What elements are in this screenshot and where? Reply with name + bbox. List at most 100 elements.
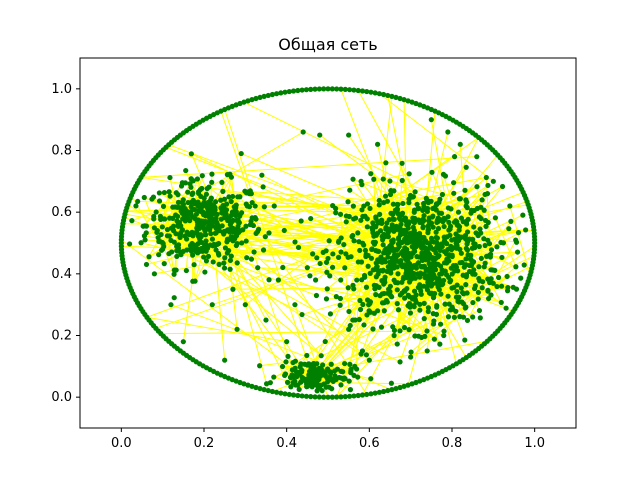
network-node	[357, 247, 363, 254]
x-tick-label: 0.8	[442, 436, 463, 451]
network-node	[483, 223, 489, 229]
network-node	[151, 213, 157, 220]
network-node	[499, 254, 505, 261]
network-node	[394, 301, 400, 307]
network-node	[174, 243, 180, 249]
network-node	[298, 379, 304, 385]
network-node	[446, 219, 452, 226]
network-node	[157, 213, 164, 219]
network-node	[403, 257, 409, 263]
network-node	[384, 290, 391, 296]
network-node	[408, 354, 414, 360]
network-node	[429, 277, 435, 283]
network-node	[230, 286, 236, 292]
network-node	[379, 300, 386, 306]
network-node	[180, 248, 186, 254]
network-node	[375, 141, 381, 147]
network-node	[239, 240, 245, 246]
network-edge	[229, 269, 238, 330]
network-node	[274, 91, 280, 97]
network-node	[283, 359, 289, 365]
network-node	[433, 250, 439, 256]
network-node	[373, 274, 379, 280]
network-node	[394, 287, 400, 293]
network-node	[449, 285, 455, 291]
network-edge	[316, 267, 417, 376]
network-node	[338, 86, 344, 92]
network-node	[425, 308, 431, 315]
network-node	[288, 384, 294, 390]
network-node	[425, 279, 431, 286]
network-node	[411, 220, 418, 226]
network-node	[316, 86, 322, 92]
network-node	[405, 240, 411, 246]
network-node	[413, 231, 419, 237]
network-node	[463, 203, 469, 209]
network-node	[202, 218, 208, 224]
network-node	[461, 264, 467, 270]
network-node	[327, 311, 334, 317]
network-node	[453, 262, 459, 269]
network-node	[380, 91, 387, 98]
network-node	[318, 353, 324, 359]
network-node	[472, 283, 478, 289]
network-node	[308, 370, 315, 376]
network-edge	[366, 226, 378, 252]
network-node	[210, 243, 216, 249]
network-node	[398, 257, 404, 264]
network-node	[462, 187, 468, 193]
network-edge	[426, 296, 435, 351]
network-node	[445, 214, 451, 220]
network-node	[474, 205, 480, 212]
network-node	[418, 288, 424, 294]
network-node	[326, 238, 332, 244]
network-node	[395, 201, 401, 208]
network-node	[470, 259, 476, 265]
network-node	[286, 88, 292, 95]
network-node	[382, 193, 389, 199]
network-node	[282, 89, 288, 95]
network-node	[156, 198, 163, 204]
network-node	[448, 265, 454, 271]
network-node	[390, 211, 396, 218]
network-node	[346, 132, 352, 138]
network-node	[281, 227, 287, 234]
network-edge	[224, 109, 318, 391]
network-node	[175, 199, 182, 205]
network-node	[463, 282, 469, 288]
network-node	[307, 273, 313, 279]
network-edge	[278, 279, 415, 308]
network-node	[346, 326, 352, 332]
network-edge	[336, 247, 473, 398]
network-node	[183, 167, 189, 174]
network-node	[355, 230, 361, 236]
network-node	[470, 299, 476, 306]
network-node	[437, 247, 443, 253]
network-node	[367, 299, 374, 305]
network-node	[297, 364, 303, 370]
network-node	[415, 333, 422, 339]
network-node	[153, 209, 159, 215]
network-node	[367, 205, 373, 212]
network-node	[218, 206, 224, 212]
network-node	[196, 225, 202, 232]
network-node	[412, 189, 418, 195]
network-node	[508, 218, 514, 224]
network-node	[420, 207, 426, 213]
network-node	[425, 305, 432, 311]
network-node	[451, 154, 458, 160]
network-node	[183, 267, 189, 274]
network-node	[364, 312, 370, 318]
network-node	[426, 215, 432, 221]
network-edge	[430, 119, 462, 289]
network-node	[376, 389, 382, 395]
network-node	[266, 230, 272, 236]
y-tick-label: 0.6	[51, 205, 72, 220]
network-node	[275, 277, 281, 283]
network-node	[197, 218, 203, 225]
network-node	[411, 304, 417, 310]
network-node	[476, 275, 482, 282]
x-tick-label: 0.6	[359, 436, 380, 451]
network-node	[336, 374, 342, 381]
network-node	[180, 197, 186, 203]
